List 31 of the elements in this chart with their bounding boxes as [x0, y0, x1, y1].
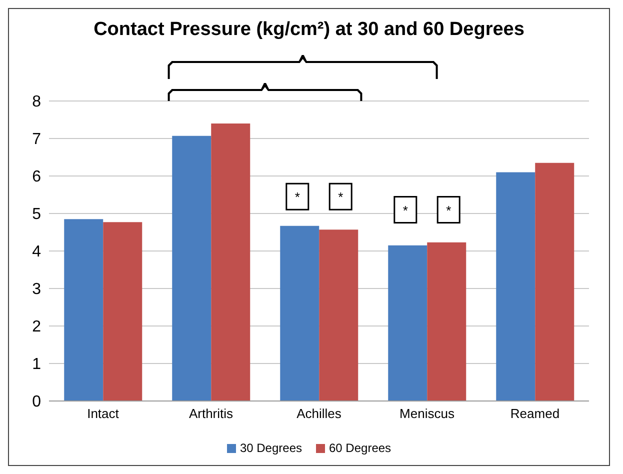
y-tick-label: 5 — [32, 206, 42, 224]
y-tick-label: 4 — [32, 244, 42, 261]
bar — [427, 242, 466, 401]
bar — [319, 230, 358, 401]
y-tick-label: 1 — [32, 356, 42, 374]
annotation: * — [446, 202, 452, 218]
annotation: * — [402, 202, 408, 218]
y-tick-label: 0 — [32, 394, 42, 411]
legend-label: 30 Degrees — [238, 441, 302, 455]
bar — [211, 124, 250, 401]
bar — [496, 172, 536, 401]
y-tick-label: 6 — [32, 168, 42, 186]
x-tick-label: Reamed — [510, 406, 560, 422]
x-tick-label: Meniscus — [400, 406, 455, 422]
x-tick-label: Achilles — [296, 406, 342, 422]
bar — [280, 226, 320, 401]
bar — [103, 222, 142, 401]
y-tick-label: 3 — [32, 281, 42, 298]
x-tick-label: Intact — [87, 406, 120, 422]
legend-label: 60 Degrees — [328, 441, 392, 455]
bar — [172, 136, 212, 401]
x-tick-label: Arthritis — [188, 406, 234, 422]
bar — [535, 162, 574, 401]
chart-title: Contact Pressure (kg/cm²) at 30 and 60 Degrees — [92, 18, 526, 41]
annotation: * — [338, 190, 344, 205]
y-tick-label: 7 — [32, 131, 42, 148]
bar — [64, 219, 104, 401]
y-tick-label: 8 — [32, 94, 42, 111]
bar — [388, 245, 428, 401]
annotation: * — [294, 190, 300, 205]
y-tick-label: 2 — [32, 318, 42, 336]
